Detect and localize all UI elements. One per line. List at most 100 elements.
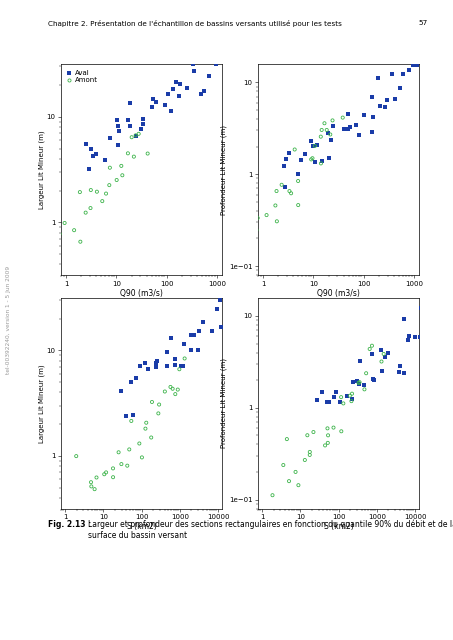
- Point: [357, 356, 364, 366]
- Point: [283, 434, 290, 444]
- Point: [102, 188, 110, 198]
- Point: [191, 330, 198, 340]
- Point: [298, 155, 305, 165]
- Point: [24, 276, 31, 286]
- Point: [285, 476, 293, 486]
- Point: [418, 303, 425, 313]
- Point: [87, 203, 94, 213]
- Point: [217, 322, 224, 332]
- Point: [177, 79, 184, 89]
- Point: [323, 125, 330, 135]
- Point: [124, 148, 131, 159]
- Point: [93, 187, 101, 197]
- Point: [220, 250, 227, 260]
- Point: [172, 354, 179, 364]
- Point: [88, 144, 95, 154]
- Point: [90, 151, 97, 161]
- Point: [309, 141, 317, 151]
- Point: [128, 416, 135, 426]
- Point: [122, 411, 130, 421]
- Point: [396, 361, 404, 371]
- Point: [313, 395, 321, 405]
- Point: [348, 396, 355, 406]
- Point: [310, 427, 317, 437]
- Point: [318, 156, 325, 166]
- Point: [118, 459, 125, 469]
- Point: [106, 180, 113, 190]
- Y-axis label: Profondeur Lit Mineur (m): Profondeur Lit Mineur (m): [221, 125, 227, 214]
- Point: [154, 356, 161, 366]
- Point: [417, 332, 424, 342]
- Point: [405, 330, 413, 340]
- X-axis label: S (km2): S (km2): [324, 522, 353, 531]
- Point: [308, 136, 315, 147]
- Point: [136, 362, 144, 372]
- Point: [329, 115, 336, 125]
- Point: [345, 124, 352, 134]
- Point: [278, 180, 285, 190]
- Point: [333, 387, 340, 397]
- Point: [119, 170, 126, 180]
- Point: [306, 447, 313, 457]
- Point: [311, 141, 318, 151]
- Point: [144, 148, 151, 159]
- Point: [135, 129, 142, 139]
- Point: [143, 418, 150, 428]
- Point: [378, 356, 385, 367]
- Point: [286, 186, 293, 196]
- Point: [414, 60, 421, 70]
- Point: [336, 397, 343, 407]
- Point: [167, 382, 174, 392]
- Point: [155, 399, 163, 410]
- Point: [368, 349, 375, 359]
- Point: [343, 391, 351, 401]
- Point: [51, 243, 58, 253]
- Point: [317, 158, 324, 168]
- Point: [152, 358, 159, 368]
- Point: [140, 115, 147, 125]
- Point: [391, 94, 398, 104]
- Point: [102, 467, 110, 477]
- Point: [148, 102, 155, 112]
- Point: [82, 207, 89, 218]
- Point: [348, 388, 356, 399]
- Point: [109, 463, 116, 474]
- Point: [313, 140, 321, 150]
- Point: [312, 157, 319, 168]
- Point: [19, 252, 27, 262]
- Point: [116, 125, 123, 136]
- Point: [148, 397, 155, 407]
- Point: [199, 317, 207, 327]
- Point: [230, 235, 237, 245]
- Point: [368, 340, 376, 351]
- Point: [344, 109, 352, 120]
- Point: [61, 218, 68, 228]
- Point: [337, 426, 345, 436]
- Point: [356, 379, 363, 389]
- Point: [366, 344, 373, 354]
- Point: [35, 234, 43, 244]
- Point: [191, 65, 198, 76]
- Point: [124, 461, 131, 471]
- Point: [379, 365, 386, 376]
- Point: [172, 389, 179, 399]
- Point: [400, 367, 408, 378]
- Point: [280, 161, 288, 172]
- Point: [141, 358, 148, 369]
- Point: [273, 186, 280, 196]
- Y-axis label: Largeur Lit Mineur (m): Largeur Lit Mineur (m): [38, 131, 44, 209]
- Point: [280, 460, 287, 470]
- Point: [196, 326, 203, 336]
- Point: [127, 377, 134, 387]
- Point: [377, 345, 384, 355]
- Point: [375, 72, 382, 83]
- Point: [140, 118, 147, 129]
- Point: [130, 410, 137, 420]
- Point: [115, 120, 122, 131]
- Point: [194, 48, 202, 58]
- Point: [304, 430, 311, 440]
- Point: [223, 308, 231, 319]
- Point: [301, 455, 308, 465]
- Point: [91, 484, 98, 494]
- Point: [172, 360, 179, 370]
